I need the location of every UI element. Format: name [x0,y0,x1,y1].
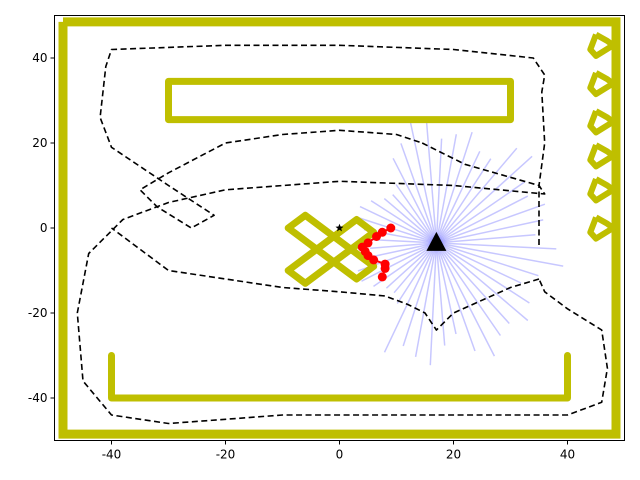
sensor-ray [359,205,437,244]
sensor-ray [435,181,526,244]
sensor-ray [395,184,438,244]
x-tick-label: 20 [446,448,461,462]
sensor-ray [436,242,539,277]
diamond-obstacle [587,70,617,98]
sensor-ray [402,242,438,347]
sensor-ray [435,150,481,244]
sensor-ray [435,155,533,244]
planned-point [369,255,379,265]
sensor-ray [370,200,437,244]
sensor-ray [436,195,529,244]
planned-point [372,232,381,241]
sensor-ray [435,242,502,336]
sensor-ray [370,242,437,250]
sensor-ray [357,216,437,244]
diamond-obstacle [587,176,617,204]
y-tick-label: 20 [32,136,47,150]
sensor-ray [396,242,438,304]
sensor-ray [435,242,530,304]
sensor-ray [435,158,492,244]
sensor-ray [435,242,529,322]
sensor-ray [435,138,443,243]
planned-point [386,223,396,233]
sensor-ray [383,242,438,353]
sensor-ray [408,116,438,244]
sensor-ray [370,238,437,244]
diamond-obstacle [587,142,617,170]
data-layer [58,17,621,439]
planned-point [380,263,390,273]
diamond-obstacle [587,214,617,242]
bottom-u-obstacle [108,352,571,402]
y-tick-label: 40 [32,51,47,65]
sensor-ray [435,242,510,325]
cross-obstacle-arm [284,216,378,287]
x-tick-label: 40 [560,448,575,462]
sensor-ray [400,143,438,244]
sensor-ray [414,242,438,358]
tick-layer: -40 -20 0 20 40 -40 -20 0 20 40 [28,51,575,462]
sensor-ray [436,242,557,250]
start-star-marker [335,223,344,232]
sensor-ray [436,203,546,244]
top-bar-obstacle [165,77,514,124]
sensor-ray [436,219,544,244]
sensor-ray [435,131,473,244]
sensor-ray [435,147,518,244]
y-tick-label: -40 [28,391,48,405]
sensor-ray [383,198,437,244]
planned-point [377,272,387,282]
trajectory-path [111,227,540,331]
y-tick-label: 0 [40,221,48,235]
sensor-ray [425,120,438,243]
outer-wall [58,17,621,439]
x-tick-label: -40 [102,448,122,462]
sensor-ray [429,242,438,366]
sensor-ray [392,157,438,244]
sensor-ray [435,242,496,357]
sensor-ray [435,242,476,352]
diamond-obstacle [587,31,617,59]
trajectory-path [76,142,609,425]
x-tick-label: -20 [216,448,236,462]
x-tick-label: 0 [336,448,344,462]
sensor-ray [435,134,458,244]
sensor-ray [435,242,457,335]
sensor-ray [436,242,522,284]
sensor-ray [436,242,564,267]
sensor-ray [436,234,536,244]
sensor-ray [392,194,437,244]
diamond-obstacle [587,108,617,136]
sensor-ray [435,242,446,346]
sensor-ray [361,242,437,282]
sensor-ray [393,242,437,294]
y-tick-label: -20 [28,306,48,320]
robot-triangle-marker [426,231,447,251]
